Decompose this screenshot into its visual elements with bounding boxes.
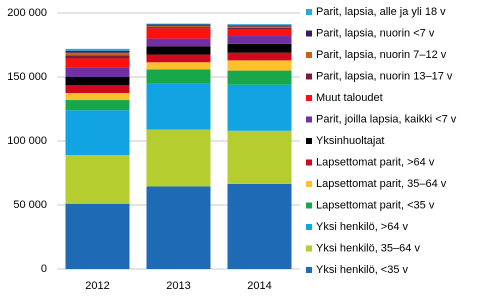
bar-segment	[146, 69, 211, 84]
legend-swatch	[306, 202, 312, 209]
bar-segment	[65, 50, 130, 53]
bar-segment	[227, 25, 292, 27]
y-tick-label: 50 000	[13, 199, 47, 211]
legend-label: Lapsettomat parit, 35–64 v	[316, 178, 447, 190]
legend-swatch	[306, 245, 312, 252]
legend-label: Muut taloudet	[316, 92, 383, 104]
bar-segment	[227, 27, 292, 29]
bar-segment	[65, 55, 130, 59]
legend-label: Lapsettomat parit, >64 v	[316, 156, 435, 168]
bar-segment	[65, 77, 130, 86]
legend-label: Parit, lapsia, nuorin 13–17 v	[316, 70, 453, 82]
bar-segment	[146, 83, 211, 130]
bar-segment	[146, 46, 211, 55]
legend-label: Parit, lapsia, alle ja yli 18 v	[316, 6, 446, 18]
legend-label: Yksi henkilö, <35 v	[316, 264, 409, 276]
bar-segment	[65, 85, 130, 93]
bar-segment	[227, 84, 292, 131]
bar-segment	[146, 38, 211, 47]
bar-segment	[146, 28, 211, 39]
bar-segment	[146, 23, 211, 25]
x-tick-label: 2014	[247, 280, 271, 292]
bar-segment	[227, 43, 292, 53]
bar-segment	[227, 24, 292, 26]
bar-segment	[146, 25, 211, 28]
bar-segment	[227, 60, 292, 71]
legend-swatch	[306, 116, 312, 123]
bar-segment	[65, 48, 130, 51]
bar-segment	[146, 62, 211, 70]
bar-segment	[65, 93, 130, 101]
legend-swatch	[306, 95, 312, 101]
x-tick-label: 2013	[166, 280, 190, 292]
bar-segment	[146, 129, 211, 187]
bar-segment	[65, 100, 130, 111]
legend-swatch	[306, 224, 312, 230]
legend-label: Yksinhuoltajat	[316, 135, 385, 147]
bar-segment	[227, 52, 292, 61]
bar-segment	[65, 155, 130, 204]
legend-label: Parit, joilla lapsia, kaikki <7 v	[316, 113, 457, 125]
legend-swatch	[306, 181, 312, 187]
legend-label: Yksi henkilö, >64 v	[316, 221, 409, 233]
bar-segment	[65, 203, 130, 269]
bar-segment	[65, 110, 130, 156]
bar-segment	[146, 186, 211, 269]
bar-segment	[146, 24, 211, 26]
bar-segment	[227, 29, 292, 37]
y-tick-label: 0	[41, 263, 47, 275]
bar-segment	[146, 27, 211, 29]
bar-segment	[65, 58, 130, 68]
bar-segment	[65, 52, 130, 56]
bar-segment	[227, 70, 292, 85]
legend-label: Parit, lapsia, nuorin 7–12 v	[316, 49, 447, 61]
x-tick-label: 2012	[85, 280, 109, 292]
y-tick-label: 100 000	[7, 135, 47, 147]
legend-swatch	[306, 267, 312, 273]
legend-swatch	[306, 73, 312, 80]
bar-segment	[227, 130, 292, 184]
legend-swatch	[306, 52, 312, 58]
legend-swatch	[306, 30, 312, 37]
legend-label: Yksi henkilö, 35–64 v	[316, 242, 420, 254]
legend-swatch	[306, 9, 312, 15]
bar-segment	[146, 54, 211, 63]
legend-label: Parit, lapsia, nuorin <7 v	[316, 27, 435, 39]
bar-segment	[227, 183, 292, 269]
bar-segment	[227, 36, 292, 44]
y-tick-label: 150 000	[7, 71, 47, 83]
legend-label: Lapsettomat parit, <35 v	[316, 199, 435, 211]
legend-swatch	[306, 138, 312, 144]
legend-swatch	[306, 159, 312, 166]
y-tick-label: 200 000	[7, 7, 47, 19]
bar-segment	[227, 26, 292, 28]
bar-segment	[65, 67, 130, 77]
